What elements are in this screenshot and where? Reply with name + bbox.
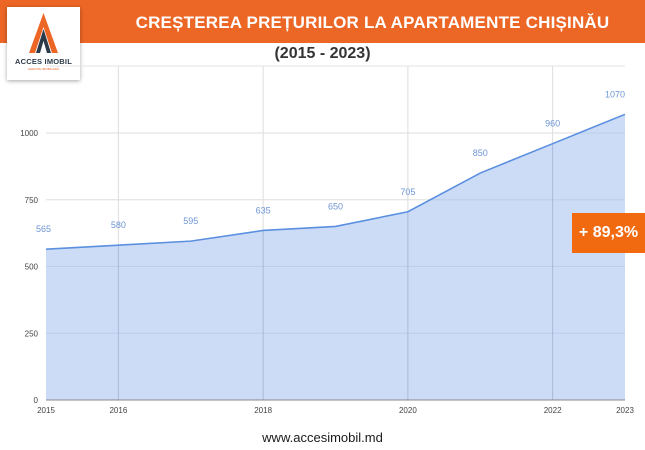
logo-name: ACCES IMOBIL bbox=[15, 57, 72, 66]
data-label: 705 bbox=[400, 187, 415, 197]
data-label: 595 bbox=[183, 216, 198, 226]
chart-subtitle: (2015 - 2023) bbox=[274, 45, 371, 62]
y-tick-label: 0 bbox=[34, 396, 39, 405]
y-tick-label: 250 bbox=[25, 329, 39, 338]
x-tick-label: 2022 bbox=[544, 406, 562, 415]
data-label: 580 bbox=[111, 220, 126, 230]
y-tick-label: 750 bbox=[25, 196, 39, 205]
x-tick-label: 2018 bbox=[254, 406, 272, 415]
data-label: 850 bbox=[473, 148, 488, 158]
chart-title: CREȘTEREA PREȚURILOR LA APARTAMENTE CHIȘ… bbox=[135, 13, 610, 32]
area-fill bbox=[46, 114, 625, 400]
title-banner: CREȘTEREA PREȚURILOR LA APARTAMENTE CHIȘ… bbox=[0, 0, 645, 43]
data-label: 565 bbox=[36, 224, 51, 234]
logo-tagline: AGENȚIE IMOBILIARĂ bbox=[27, 67, 60, 71]
website-url: www.accesimobil.md bbox=[262, 430, 383, 445]
y-tick-label: 1000 bbox=[20, 129, 38, 138]
x-tick-label: 2020 bbox=[399, 406, 417, 415]
data-label: 635 bbox=[256, 205, 271, 215]
x-tick-label: 2023 bbox=[616, 406, 634, 415]
logo-a-icon bbox=[29, 13, 58, 53]
growth-badge: + 89,3% bbox=[572, 213, 645, 253]
x-tick-label: 2016 bbox=[109, 406, 127, 415]
x-tick-label: 2015 bbox=[37, 406, 55, 415]
data-label: 960 bbox=[545, 119, 560, 129]
data-label: 650 bbox=[328, 201, 343, 211]
data-line bbox=[45, 113, 626, 250]
data-label: 1070 bbox=[605, 89, 625, 99]
y-tick-label: 500 bbox=[25, 263, 39, 272]
logo: ACCES IMOBIL AGENȚIE IMOBILIARĂ bbox=[7, 7, 80, 80]
